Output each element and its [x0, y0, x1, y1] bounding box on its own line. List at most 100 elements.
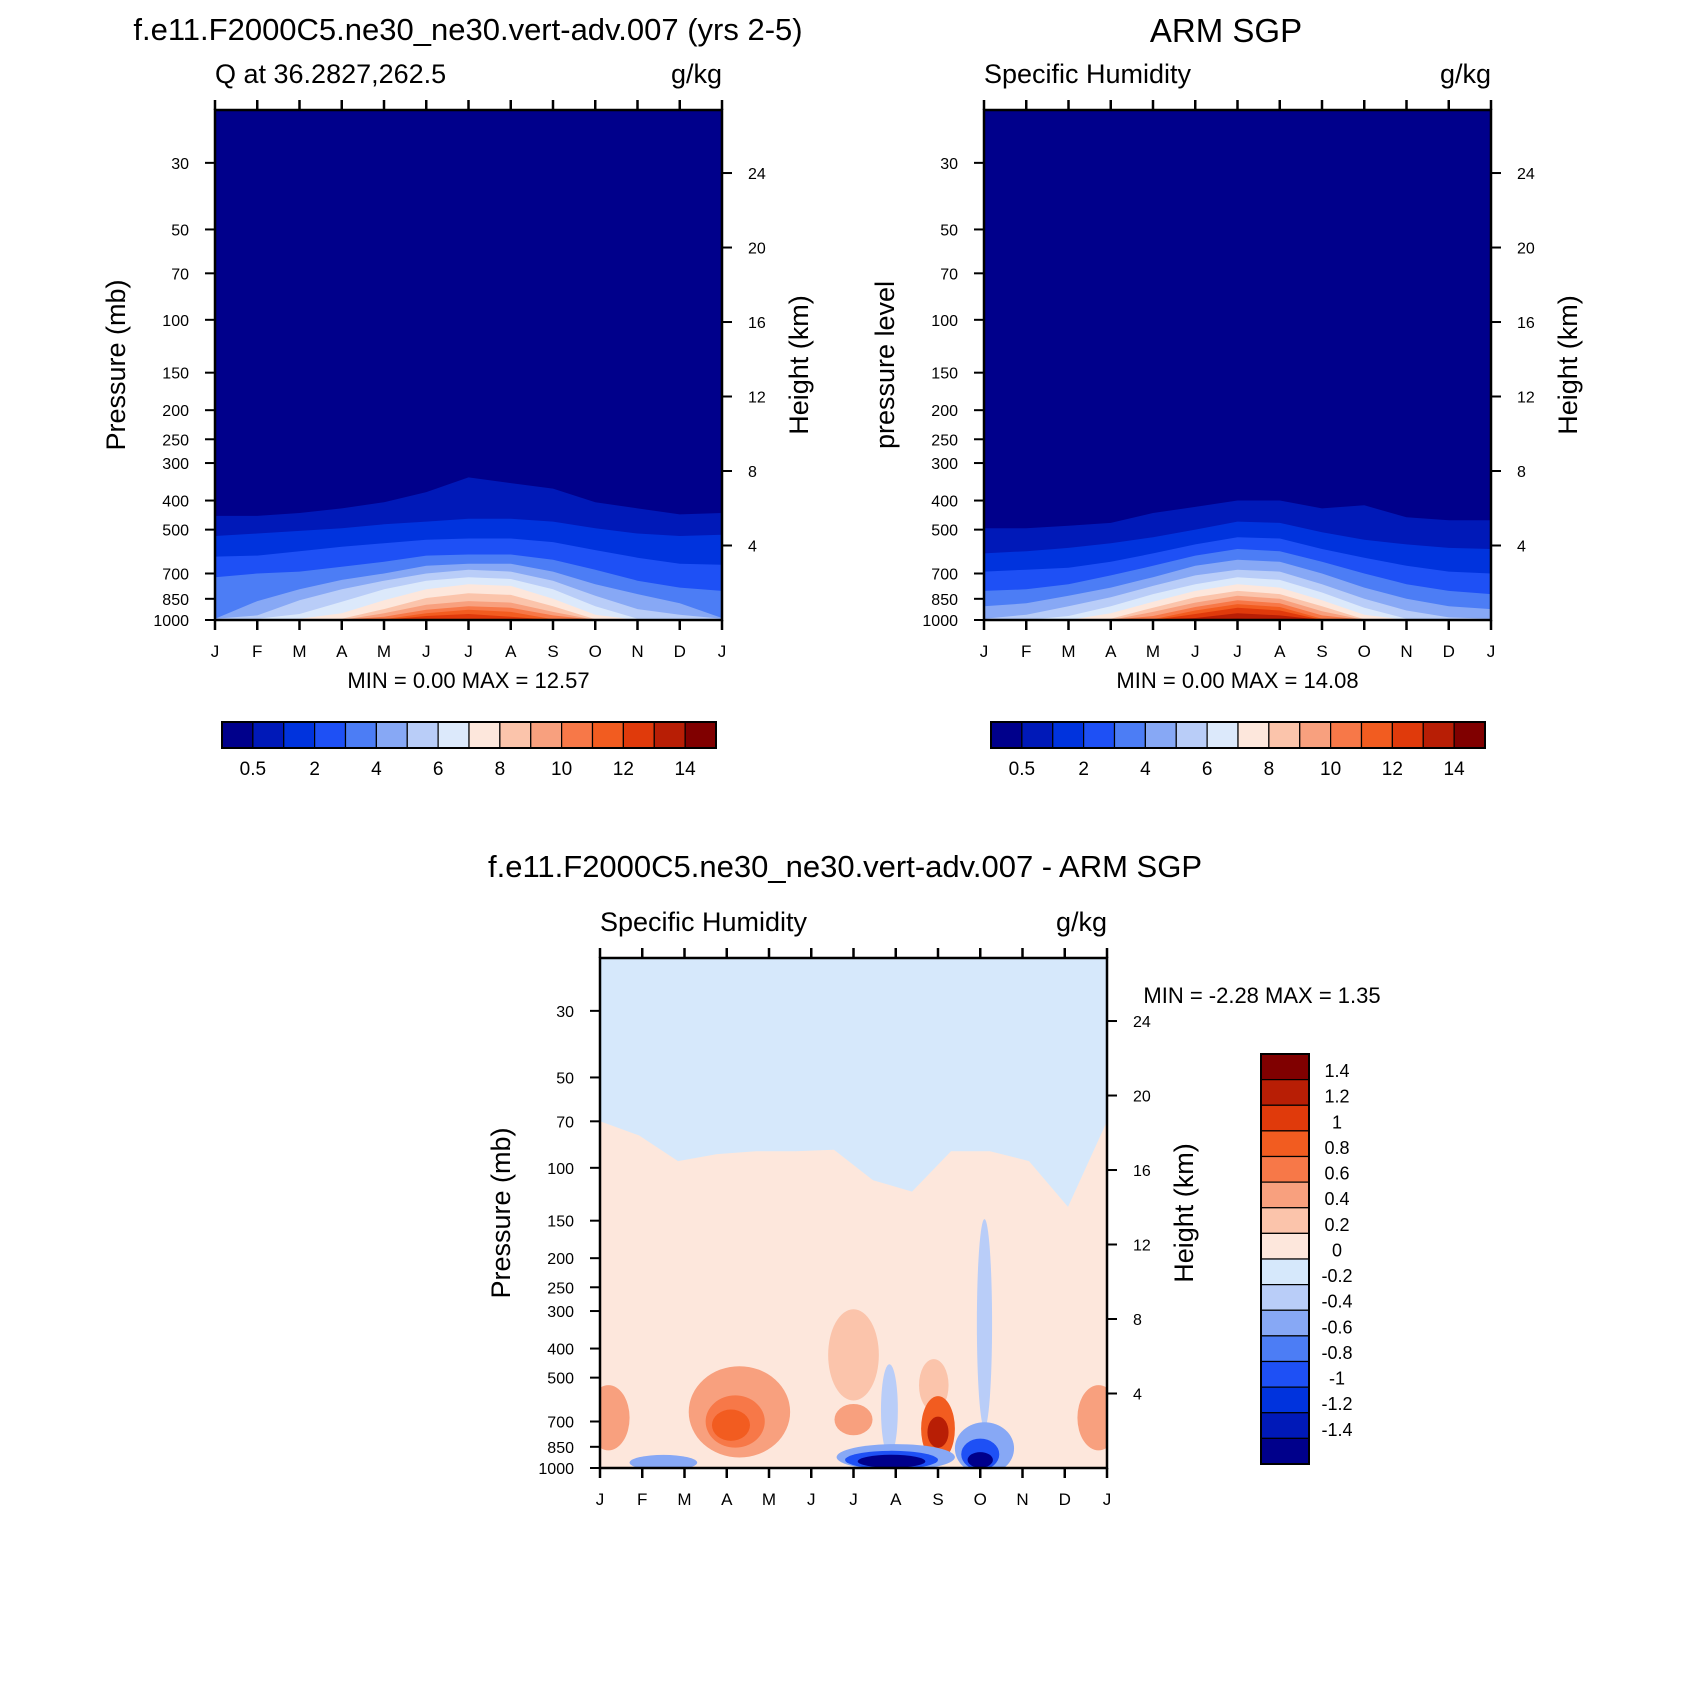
- y-right-tick-label: 12: [1133, 1238, 1151, 1255]
- contour-blob: [711, 1409, 750, 1441]
- x-tick-label: A: [890, 1490, 902, 1509]
- contour-blob: [1077, 1385, 1107, 1451]
- x-tick-label: J: [807, 1490, 816, 1509]
- colorbar-box: [1260, 1104, 1310, 1132]
- stats-label: MIN = 0.00 MAX = 12.57: [347, 668, 589, 693]
- colorbar-box: [1052, 721, 1085, 749]
- x-tick-label: O: [1358, 642, 1371, 661]
- y-tick-label: 70: [940, 266, 958, 283]
- y-tick-label: 200: [162, 403, 189, 420]
- colorbar-box: [1360, 721, 1393, 749]
- model-panel: J F M A M J J A S O N D J 30 50 70 100 150 200 250 300 400 500…: [101, 59, 814, 780]
- colorbar-box: [1260, 1181, 1310, 1209]
- x-tick-label: J: [464, 642, 473, 661]
- y-tick-label: 100: [162, 313, 189, 330]
- x-tick-label: J: [1103, 1490, 1112, 1509]
- colorbar-box: [622, 721, 655, 749]
- y-tick-label: 700: [162, 567, 189, 584]
- x-tick-label: S: [547, 642, 558, 661]
- y-tick-label: 500: [547, 1371, 574, 1388]
- colorbar-label: 6: [433, 759, 444, 780]
- y-right-tick-label: 4: [1517, 539, 1526, 556]
- y-tick-label: 500: [931, 523, 958, 540]
- y-tick-label: 1000: [153, 613, 189, 630]
- contour-level: [984, 613, 1491, 620]
- colorbar-label: 8: [495, 759, 506, 780]
- colorbar-box: [1260, 1130, 1310, 1158]
- colorbar-label: 14: [1444, 759, 1466, 780]
- x-tick-label: J: [980, 642, 989, 661]
- colorbar-label: -1: [1329, 1369, 1345, 1389]
- colorbar-box: [1113, 721, 1146, 749]
- contour-blob: [834, 1403, 873, 1436]
- y-tick-label: 70: [556, 1114, 574, 1131]
- panel-units-label: g/kg: [1056, 907, 1107, 937]
- colorbar-box: [1260, 1232, 1310, 1260]
- colorbar-box: [375, 721, 408, 749]
- y-axis-label: pressure level: [870, 281, 900, 449]
- x-tick-label: J: [849, 1490, 858, 1509]
- x-tick-label: F: [637, 1490, 647, 1509]
- colorbar-label: 0.2: [1324, 1215, 1349, 1235]
- colorbar-box: [1260, 1386, 1310, 1414]
- y-right-tick-label: 4: [1133, 1387, 1142, 1404]
- colorbar-box: [468, 721, 501, 749]
- colorbar-box: [1206, 721, 1239, 749]
- colorbar-box: [1453, 721, 1486, 749]
- x-tick-label: F: [1021, 642, 1031, 661]
- colorbar-label: 8: [1264, 759, 1275, 780]
- y-tick-label: 850: [162, 592, 189, 609]
- y-tick-label: 300: [931, 456, 958, 473]
- colorbar-box: [530, 721, 563, 749]
- colorbar-box: [1260, 1309, 1310, 1337]
- x-tick-label: J: [1233, 642, 1242, 661]
- x-tick-label: M: [292, 642, 306, 661]
- x-tick-label: A: [721, 1490, 733, 1509]
- y-right-tick-label: 24: [1133, 1014, 1151, 1031]
- y-tick-label: 300: [162, 456, 189, 473]
- y-tick-label: 100: [931, 313, 958, 330]
- y-tick-label: 300: [547, 1304, 574, 1321]
- x-tick-label: M: [677, 1490, 691, 1509]
- colorbar-label: 2: [309, 759, 320, 780]
- colorbar-label: -0.6: [1321, 1317, 1352, 1337]
- colorbar-box: [1260, 1284, 1310, 1311]
- x-tick-label: M: [377, 642, 391, 661]
- colorbar-box: [221, 721, 254, 749]
- x-tick-label: N: [631, 642, 643, 661]
- contour-field: [215, 110, 722, 620]
- y-axis-right-label: Height (km): [1169, 1143, 1199, 1283]
- x-tick-label: M: [1061, 642, 1075, 661]
- contour-blob: [967, 1452, 993, 1468]
- x-tick-label: O: [589, 642, 602, 661]
- x-tick-label: N: [1400, 642, 1412, 661]
- x-tick-label: J: [1487, 642, 1496, 661]
- contour-blob: [927, 1416, 949, 1448]
- colorbar-box: [1237, 721, 1270, 749]
- panel-left-label: Q at 36.2827,262.5: [215, 59, 446, 89]
- colorbar-box: [1260, 1437, 1310, 1465]
- y-tick-label: 700: [547, 1415, 574, 1432]
- contour-field: [984, 110, 1491, 620]
- y-right-tick-label: 8: [1133, 1312, 1142, 1329]
- y-right-tick-label: 24: [1517, 166, 1535, 183]
- panel-units-label: g/kg: [1440, 59, 1491, 89]
- y-tick-label: 30: [171, 156, 189, 173]
- obs-panel: J F M A M J J A S O N D J 30 50 70 100 150 200 250 300 400 500…: [870, 59, 1583, 780]
- y-tick-label: 50: [556, 1070, 574, 1087]
- y-right-tick-label: 12: [1517, 390, 1535, 407]
- colorbar-box: [252, 721, 285, 749]
- colorbar-label: 2: [1078, 759, 1089, 780]
- x-tick-label: D: [674, 642, 686, 661]
- colorbar-label: 0.5: [1009, 759, 1035, 780]
- contour-blob: [629, 1454, 698, 1468]
- colorbar-label: 10: [1320, 759, 1341, 780]
- contour-blob: [976, 1219, 993, 1428]
- x-tick-label: A: [505, 642, 517, 661]
- stats-label: MIN = 0.00 MAX = 14.08: [1116, 668, 1358, 693]
- x-tick-label: F: [252, 642, 262, 661]
- y-right-tick-label: 8: [1517, 464, 1526, 481]
- panel-left-label: Specific Humidity: [984, 59, 1192, 89]
- y-tick-label: 1000: [538, 1461, 574, 1478]
